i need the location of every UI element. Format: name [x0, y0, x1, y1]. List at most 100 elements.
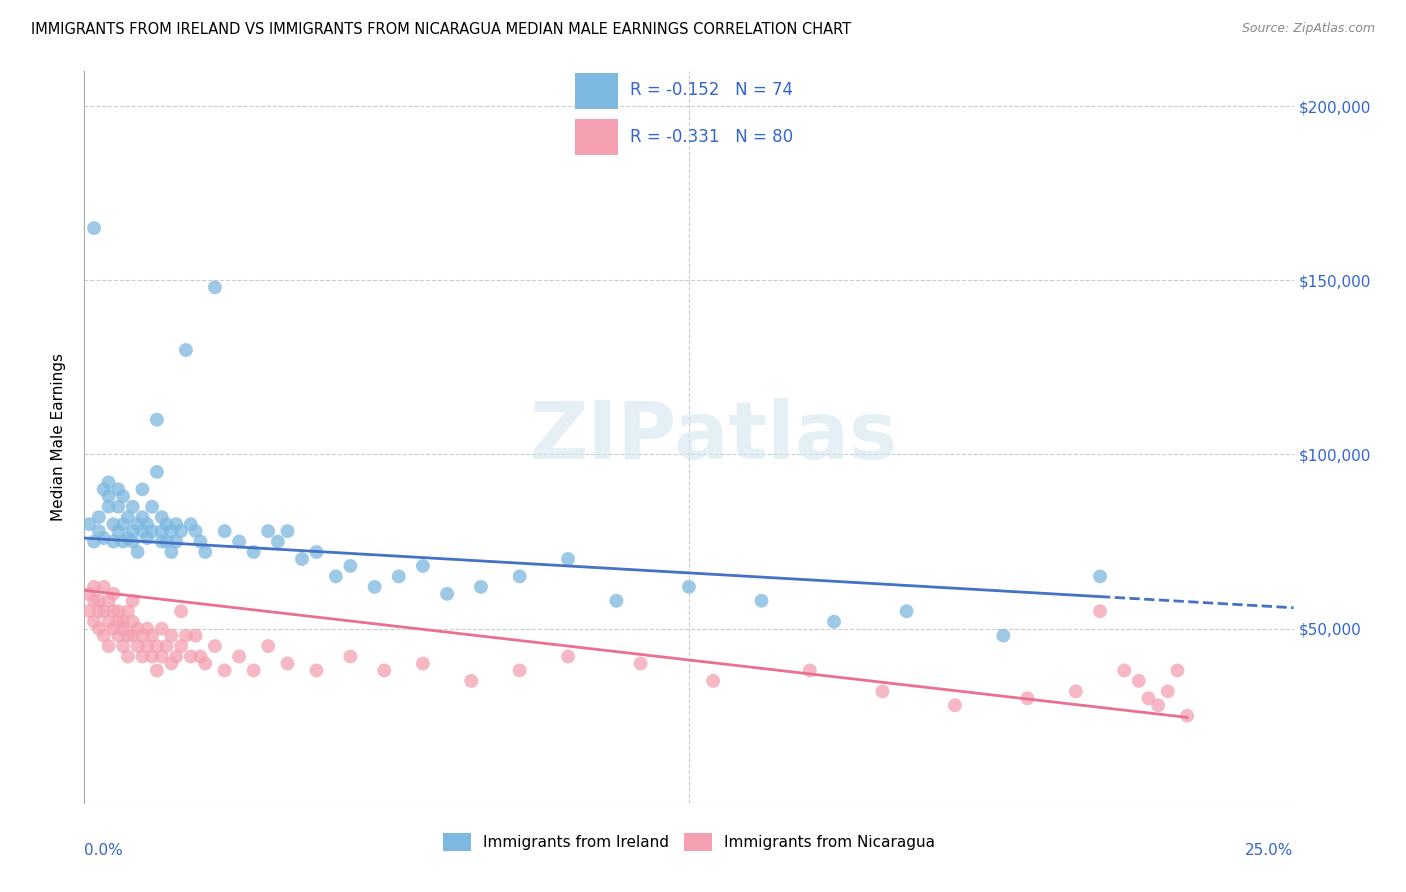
- Point: [180, 649, 202, 664]
- Point: [97, 639, 120, 653]
- Point: [325, 569, 347, 583]
- Point: [112, 615, 135, 629]
- Point: [155, 534, 177, 549]
- Point: [165, 649, 187, 664]
- Point: [194, 545, 217, 559]
- Point: [1017, 691, 1039, 706]
- Point: [150, 622, 173, 636]
- Point: [103, 604, 125, 618]
- Point: [107, 604, 129, 618]
- Point: [993, 629, 1015, 643]
- Point: [112, 489, 135, 503]
- Point: [83, 221, 105, 235]
- Point: [136, 517, 159, 532]
- Point: [112, 639, 135, 653]
- Point: [127, 639, 149, 653]
- Point: [141, 629, 163, 643]
- Point: [160, 629, 183, 643]
- Point: [87, 604, 110, 618]
- Point: [1088, 569, 1111, 583]
- Point: [77, 517, 100, 532]
- Point: [121, 534, 143, 549]
- Point: [228, 649, 250, 664]
- Text: R = -0.331   N = 80: R = -0.331 N = 80: [630, 128, 793, 146]
- Point: [1175, 708, 1198, 723]
- Point: [373, 664, 395, 678]
- Point: [83, 534, 105, 549]
- Point: [97, 594, 120, 608]
- Point: [943, 698, 966, 713]
- Point: [460, 673, 482, 688]
- Point: [127, 517, 149, 532]
- Point: [339, 649, 361, 664]
- Point: [83, 580, 105, 594]
- Point: [1064, 684, 1087, 698]
- Point: [678, 580, 700, 594]
- Point: [121, 629, 143, 643]
- Point: [823, 615, 845, 629]
- Point: [1114, 664, 1136, 678]
- Point: [1137, 691, 1160, 706]
- Point: [117, 531, 139, 545]
- Point: [160, 524, 183, 538]
- Point: [141, 500, 163, 514]
- Point: [107, 629, 129, 643]
- Point: [117, 629, 139, 643]
- Point: [174, 343, 197, 357]
- Point: [412, 558, 434, 573]
- Point: [131, 483, 153, 497]
- Point: [170, 604, 193, 618]
- Point: [214, 524, 236, 538]
- Point: [136, 639, 159, 653]
- Legend: Immigrants from Ireland, Immigrants from Nicaragua: Immigrants from Ireland, Immigrants from…: [437, 827, 941, 857]
- Text: 0.0%: 0.0%: [84, 843, 124, 858]
- Point: [87, 510, 110, 524]
- Text: 25.0%: 25.0%: [1246, 843, 1294, 858]
- Point: [131, 510, 153, 524]
- Point: [276, 657, 298, 671]
- Point: [97, 500, 120, 514]
- Point: [165, 534, 187, 549]
- Point: [107, 483, 129, 497]
- Point: [146, 465, 169, 479]
- Point: [87, 622, 110, 636]
- Point: [436, 587, 458, 601]
- Point: [103, 587, 125, 601]
- Point: [97, 489, 120, 503]
- Point: [339, 558, 361, 573]
- Point: [1157, 684, 1180, 698]
- Point: [160, 545, 183, 559]
- Point: [204, 280, 226, 294]
- Point: [150, 524, 173, 538]
- Point: [93, 604, 115, 618]
- Point: [184, 524, 207, 538]
- Point: [136, 622, 159, 636]
- Point: [214, 664, 236, 678]
- Point: [117, 510, 139, 524]
- Point: [146, 664, 169, 678]
- Point: [557, 649, 579, 664]
- Text: ZIPatlas: ZIPatlas: [529, 398, 897, 476]
- Point: [190, 649, 212, 664]
- Point: [267, 534, 290, 549]
- Text: Source: ZipAtlas.com: Source: ZipAtlas.com: [1241, 22, 1375, 36]
- Y-axis label: Median Male Earnings: Median Male Earnings: [51, 353, 66, 521]
- Point: [1147, 698, 1170, 713]
- Point: [509, 664, 531, 678]
- Point: [121, 500, 143, 514]
- Point: [112, 534, 135, 549]
- Text: R = -0.152   N = 74: R = -0.152 N = 74: [630, 81, 793, 99]
- Point: [257, 639, 280, 653]
- Point: [872, 684, 894, 698]
- Point: [194, 657, 217, 671]
- Point: [97, 615, 120, 629]
- Point: [412, 657, 434, 671]
- Point: [630, 657, 652, 671]
- Point: [751, 594, 773, 608]
- Point: [1166, 664, 1188, 678]
- Point: [174, 629, 197, 643]
- Point: [136, 531, 159, 545]
- Point: [141, 524, 163, 538]
- Point: [509, 569, 531, 583]
- Point: [103, 622, 125, 636]
